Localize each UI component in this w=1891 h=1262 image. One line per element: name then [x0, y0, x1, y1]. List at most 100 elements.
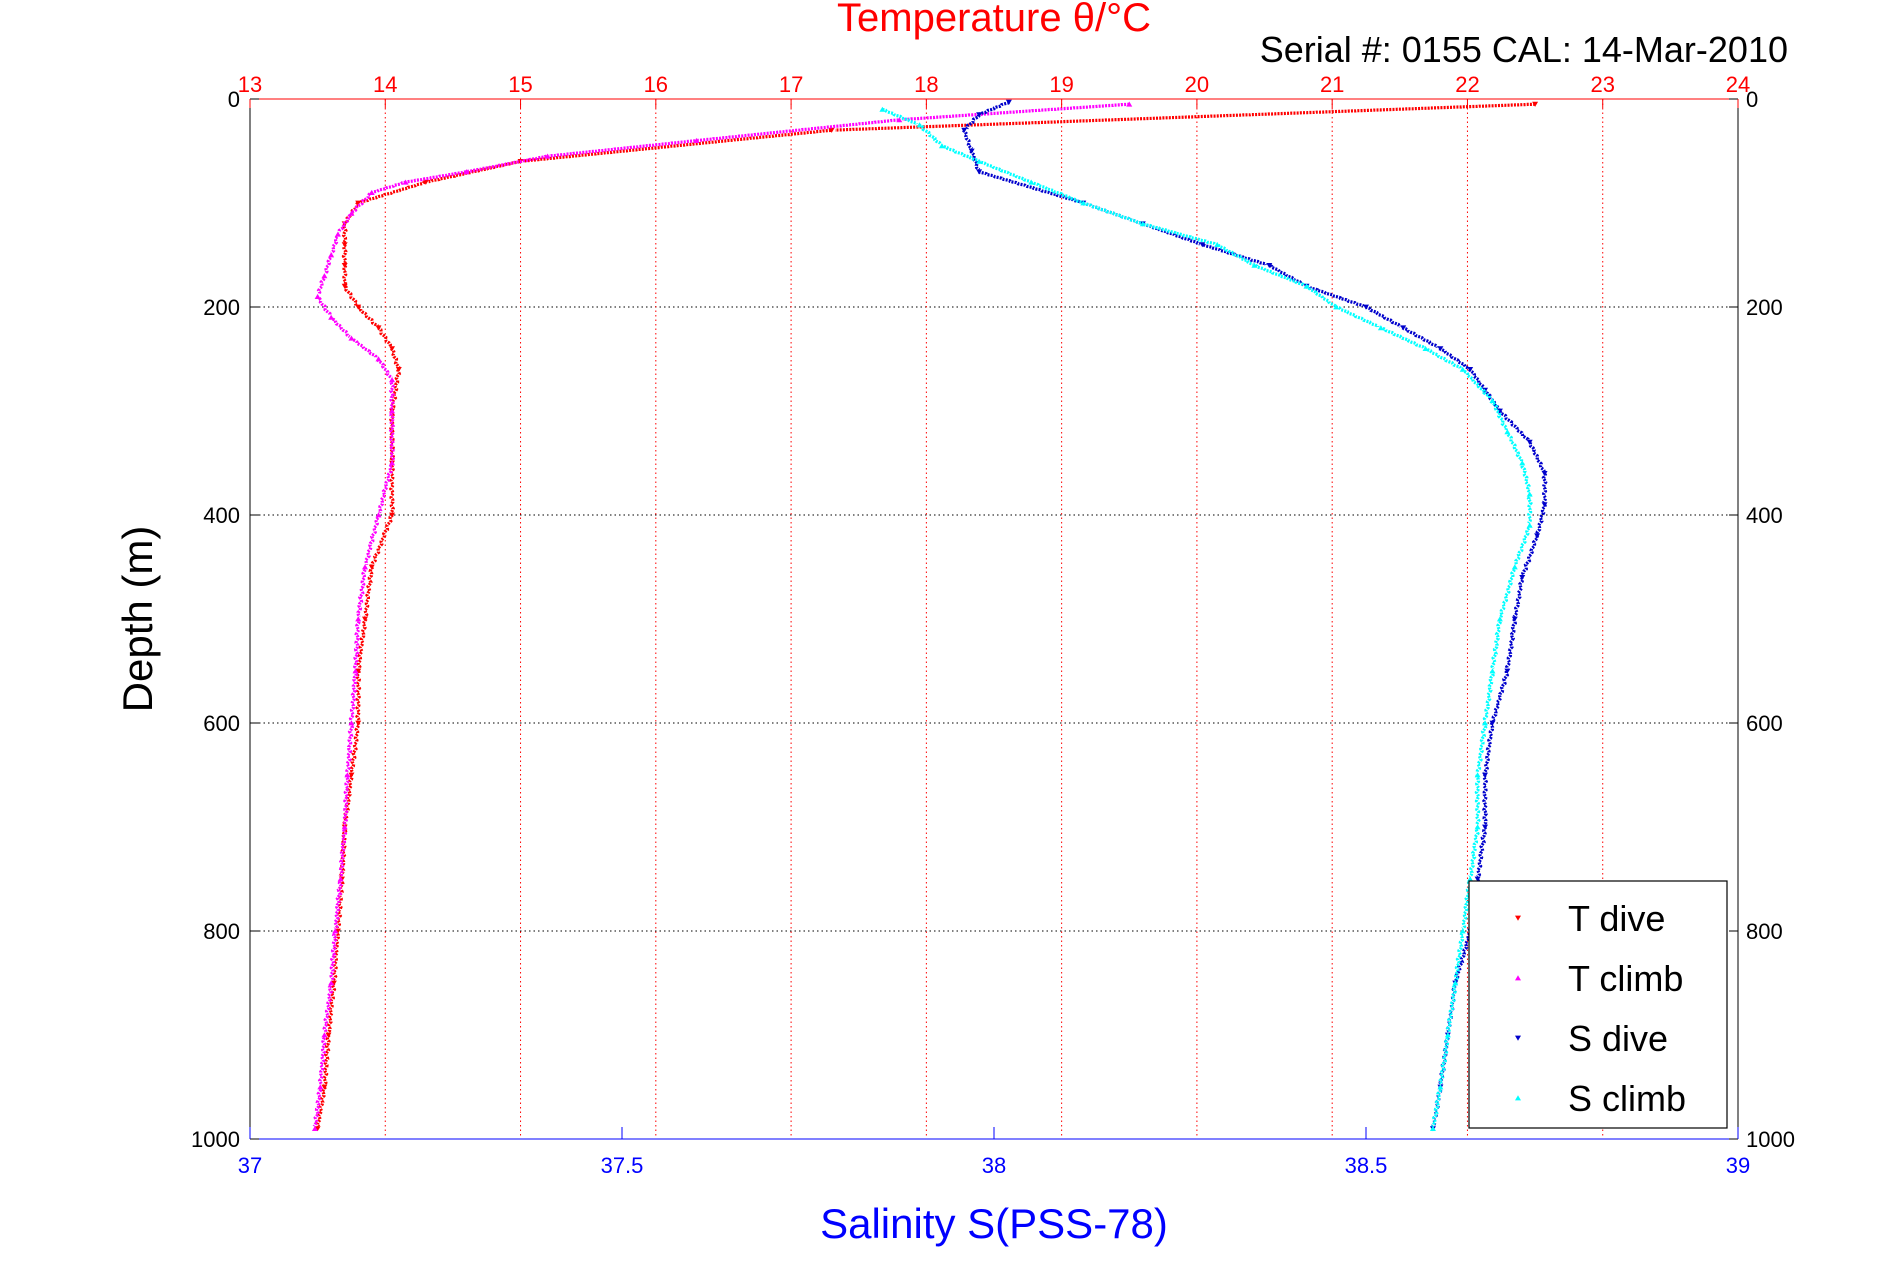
data-point [355, 616, 362, 622]
series-trail-segment [389, 347, 401, 369]
data-point [1377, 325, 1384, 331]
data-point [916, 122, 923, 128]
data-point [1526, 491, 1533, 497]
series-trail-segment [978, 170, 1083, 204]
data-point [1459, 366, 1466, 372]
y-tick-label-right: 600 [1746, 711, 1783, 736]
data-point [368, 189, 375, 195]
data-point [375, 325, 382, 331]
data-point [355, 720, 362, 726]
series-trail-segment [373, 180, 407, 194]
data-point [1251, 262, 1258, 268]
data-point [1333, 304, 1340, 310]
data-point [337, 876, 344, 882]
series-trail-segment [940, 144, 979, 162]
data-point [976, 169, 983, 175]
series-trail-segment [376, 358, 393, 380]
salinity-tick-label: 38 [982, 1153, 1006, 1178]
series-trail-segment [1029, 180, 1083, 204]
data-point [938, 143, 945, 149]
x-axis-label-salinity: Salinity S(PSS-78) [820, 1200, 1168, 1247]
series-trail-segment [326, 982, 337, 1034]
salinity-tick-label: 39 [1726, 1153, 1750, 1178]
series-trail-segment [341, 243, 348, 264]
data-point [334, 231, 341, 237]
series-trail-segment [363, 514, 381, 565]
series-trail-segment [962, 129, 974, 151]
series-trail-segment [323, 254, 334, 275]
temperature-tick-label: 13 [238, 72, 262, 97]
series-trail-segment [1365, 305, 1402, 328]
series-trail-segment [1254, 263, 1305, 287]
data-point [1080, 200, 1087, 206]
legend-marker [1515, 915, 1521, 921]
series-trail-segment [356, 618, 368, 670]
data-point [328, 314, 335, 320]
series-trail-segment [548, 139, 696, 158]
data-point [395, 367, 402, 373]
temperature-tick-label: 20 [1185, 72, 1209, 97]
data-point [321, 1032, 328, 1038]
y-tick-label-left: 400 [203, 503, 240, 528]
data-point [1541, 471, 1548, 477]
data-point [1541, 502, 1548, 508]
series-trail-segment [1520, 462, 1531, 494]
data-point [1474, 772, 1481, 778]
data-point [344, 772, 351, 778]
series-trail-segment [1202, 243, 1268, 266]
data-point [321, 273, 328, 279]
axis-layer: 0 0 200 200 400 400 600 600 800 800 1000 1000 13 14 15… [191, 72, 1795, 1178]
series-trail-segment [1460, 368, 1492, 400]
series-trail-segment [377, 326, 393, 348]
data-point [1519, 575, 1526, 581]
data-point [311, 1125, 318, 1131]
data-point [1482, 824, 1489, 830]
data-point [328, 980, 335, 986]
data-point [314, 293, 321, 299]
data-point [1526, 522, 1533, 528]
series-trail-segment [1498, 410, 1530, 441]
series-trail-segment [317, 1034, 328, 1086]
data-point [341, 824, 348, 830]
data-point [330, 980, 337, 986]
data-point [463, 169, 470, 175]
series-trail-segment [344, 285, 358, 306]
data-point [375, 512, 382, 518]
data-point [341, 263, 348, 269]
data-point [368, 564, 375, 570]
data-point [1126, 101, 1133, 107]
data-point [1482, 720, 1489, 726]
data-point [968, 148, 975, 154]
series-trail-segment [1482, 722, 1495, 774]
data-point [328, 252, 335, 258]
salinity-tick-label: 37.5 [601, 1153, 644, 1178]
series-trail-segment [1499, 566, 1518, 618]
series-trail-segment [467, 154, 547, 173]
data-point [1429, 1125, 1436, 1131]
legend-label: T climb [1568, 958, 1683, 999]
data-point [348, 772, 355, 778]
series-trail-segment [834, 102, 1536, 132]
series-trail-segment [522, 128, 832, 163]
series-trail-segment [322, 982, 334, 1033]
series-trail-segment [363, 565, 375, 618]
series-trail-segment [341, 264, 348, 285]
series-trail-segment [1482, 774, 1489, 826]
series-trail-segment [1490, 618, 1503, 670]
series-trail-segment [388, 378, 396, 410]
data-point [1400, 325, 1407, 331]
series-trail-segment [697, 118, 900, 142]
series-trail-segment [969, 150, 981, 171]
series-trail-segment [1528, 441, 1546, 473]
data-point [348, 210, 355, 216]
data-point [402, 179, 409, 185]
temperature-tick-label: 16 [644, 72, 668, 97]
series-trail-segment [1423, 347, 1462, 369]
series-trail-segment [388, 410, 396, 462]
data-point [422, 179, 429, 185]
y-tick-label-right: 200 [1746, 295, 1783, 320]
data-point [1303, 283, 1310, 289]
data-point [334, 928, 341, 934]
data-point [1139, 221, 1146, 227]
